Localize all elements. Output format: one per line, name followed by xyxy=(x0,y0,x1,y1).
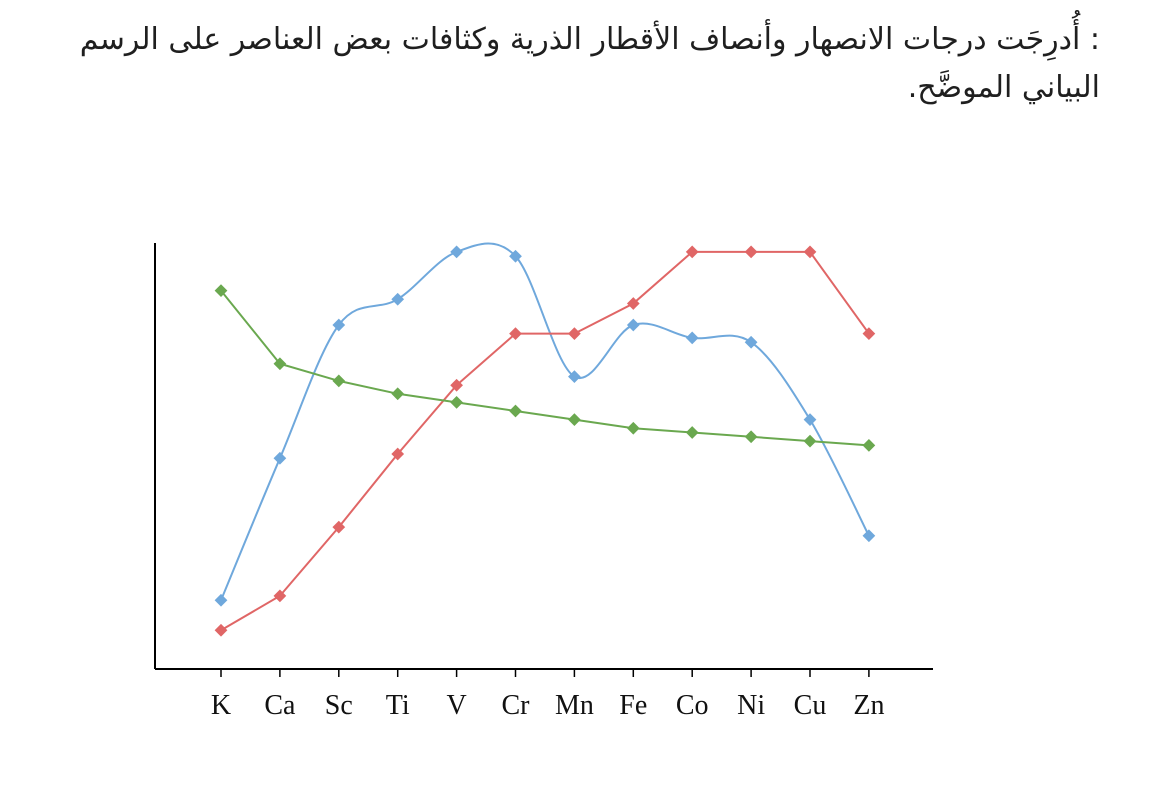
data-point-marker xyxy=(214,284,228,297)
x-tick-label: Ti xyxy=(386,690,410,721)
series-line-2 xyxy=(220,250,870,632)
data-point-marker xyxy=(803,413,817,426)
data-point-marker xyxy=(568,413,581,426)
x-tick-label: Cu xyxy=(794,690,827,721)
data-point-marker xyxy=(332,374,346,388)
data-point-marker xyxy=(450,396,463,409)
data-point-marker xyxy=(509,404,522,418)
x-tick-label: K xyxy=(211,690,231,721)
data-point-marker xyxy=(685,331,699,345)
data-point-marker xyxy=(744,430,758,444)
data-point-marker xyxy=(391,387,405,401)
x-tick-label: V xyxy=(446,690,466,721)
data-point-marker xyxy=(744,245,758,259)
question-text: : أُدرِجَت درجات الانصهار وأنصاف الأقطار… xyxy=(79,22,1100,105)
data-point-marker xyxy=(273,357,287,371)
series-line-1 xyxy=(220,242,870,601)
data-point-marker xyxy=(391,292,405,306)
data-point-marker xyxy=(626,421,640,435)
data-point-marker xyxy=(214,623,228,637)
data-point-marker xyxy=(862,439,876,452)
data-point-marker xyxy=(568,327,581,340)
data-point-marker xyxy=(803,245,817,259)
x-tick-label: Co xyxy=(676,690,709,721)
x-tick-label: Cr xyxy=(502,690,531,721)
series-lines xyxy=(220,242,870,632)
x-ticks: K Ca Sc Ti V Cr Mn Fe Co Ni Cu Zn xyxy=(211,669,884,721)
data-point-marker xyxy=(450,245,463,259)
data-point-marker xyxy=(862,529,876,543)
data-point-marker xyxy=(214,593,228,607)
data-point-marker xyxy=(803,434,817,448)
series-markers xyxy=(214,245,876,637)
x-tick-label: Ca xyxy=(264,690,296,721)
data-point-marker xyxy=(332,318,346,332)
data-point-marker xyxy=(685,426,699,439)
x-tick-label: Mn xyxy=(555,690,594,721)
data-point-marker xyxy=(273,451,287,465)
x-tick-label: Fe xyxy=(619,690,647,721)
data-point-marker xyxy=(626,318,640,332)
x-tick-label: Ni xyxy=(737,690,765,721)
series-line-3 xyxy=(220,289,869,447)
x-tick-label: Zn xyxy=(853,690,884,721)
x-tick-label: Sc xyxy=(325,690,353,721)
data-point-marker xyxy=(450,378,463,392)
data-point-marker xyxy=(862,327,876,340)
data-point-marker xyxy=(391,447,405,461)
